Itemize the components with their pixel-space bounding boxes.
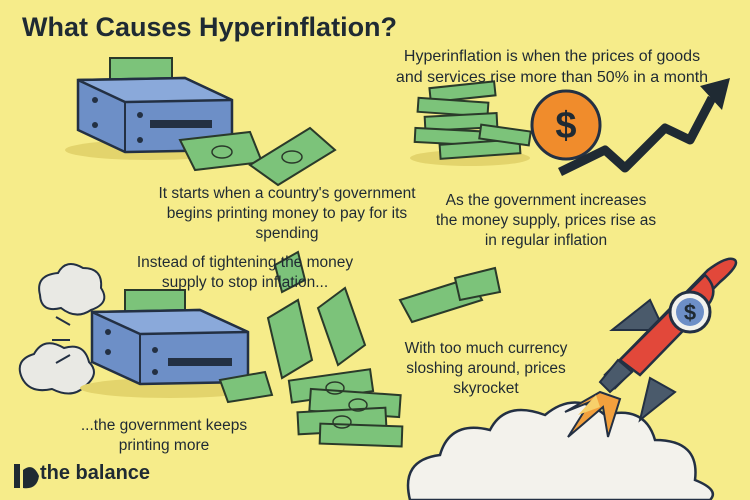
coin-dollar-symbol: $ bbox=[555, 105, 576, 147]
step1-caption: It starts when a country's government be… bbox=[152, 184, 422, 244]
definition-line-2: and services rise more than 50% in a mon… bbox=[395, 69, 709, 86]
launch-cloud-icon bbox=[406, 401, 715, 500]
step2-line-3: in regular inflation bbox=[484, 232, 608, 249]
rocket-dollar-symbol: $ bbox=[684, 300, 696, 325]
step4-line-2: printing more bbox=[118, 437, 210, 454]
dollar-coin-icon: $ bbox=[530, 89, 602, 161]
page-title: What Causes Hyperinflation? bbox=[22, 12, 398, 42]
exhaust-cloud-icon bbox=[18, 263, 106, 395]
money-pile-icon bbox=[287, 368, 404, 448]
banknote-icon-top bbox=[178, 126, 337, 187]
step3-caption: Instead of tightening the money supply t… bbox=[110, 253, 380, 293]
definition-caption: Hyperinflation is when the prices of goo… bbox=[366, 46, 738, 88]
step2-line-1: As the government increases bbox=[445, 192, 647, 209]
banknote-icon-flying bbox=[218, 250, 502, 404]
balance-logo-icon bbox=[14, 464, 39, 489]
step5-caption: With too much currency sloshing around, … bbox=[386, 339, 586, 399]
step3-line-1: Instead of tightening the money bbox=[136, 254, 354, 271]
definition-line-1: Hyperinflation is when the prices of goo… bbox=[403, 48, 701, 65]
step2-caption: As the government increases the money su… bbox=[412, 191, 680, 251]
step4-caption: ...the government keeps printing more bbox=[54, 416, 274, 456]
step2-line-2: the money supply, prices rise as bbox=[435, 212, 657, 229]
step5-line-2: sloshing around, prices bbox=[406, 360, 566, 377]
step1-line-2: begins printing money to pay for its bbox=[166, 205, 408, 222]
step5-line-1: With too much currency bbox=[404, 340, 568, 357]
printer-icon-bottom bbox=[80, 289, 260, 398]
rising-arrow-icon bbox=[558, 78, 730, 177]
step1-line-1: It starts when a country's government bbox=[158, 185, 416, 202]
brand: the balance bbox=[12, 462, 150, 485]
printer-icon-top bbox=[65, 57, 235, 160]
step3-line-2: supply to stop inflation... bbox=[161, 274, 329, 291]
money-stack-icon bbox=[410, 80, 532, 166]
rocket-icon: $ bbox=[564, 257, 738, 438]
brand-name: the balance bbox=[40, 462, 151, 484]
step4-line-1: ...the government keeps bbox=[80, 417, 248, 434]
step5-line-3: skyrocket bbox=[453, 380, 519, 397]
step1-line-3: spending bbox=[255, 225, 319, 242]
